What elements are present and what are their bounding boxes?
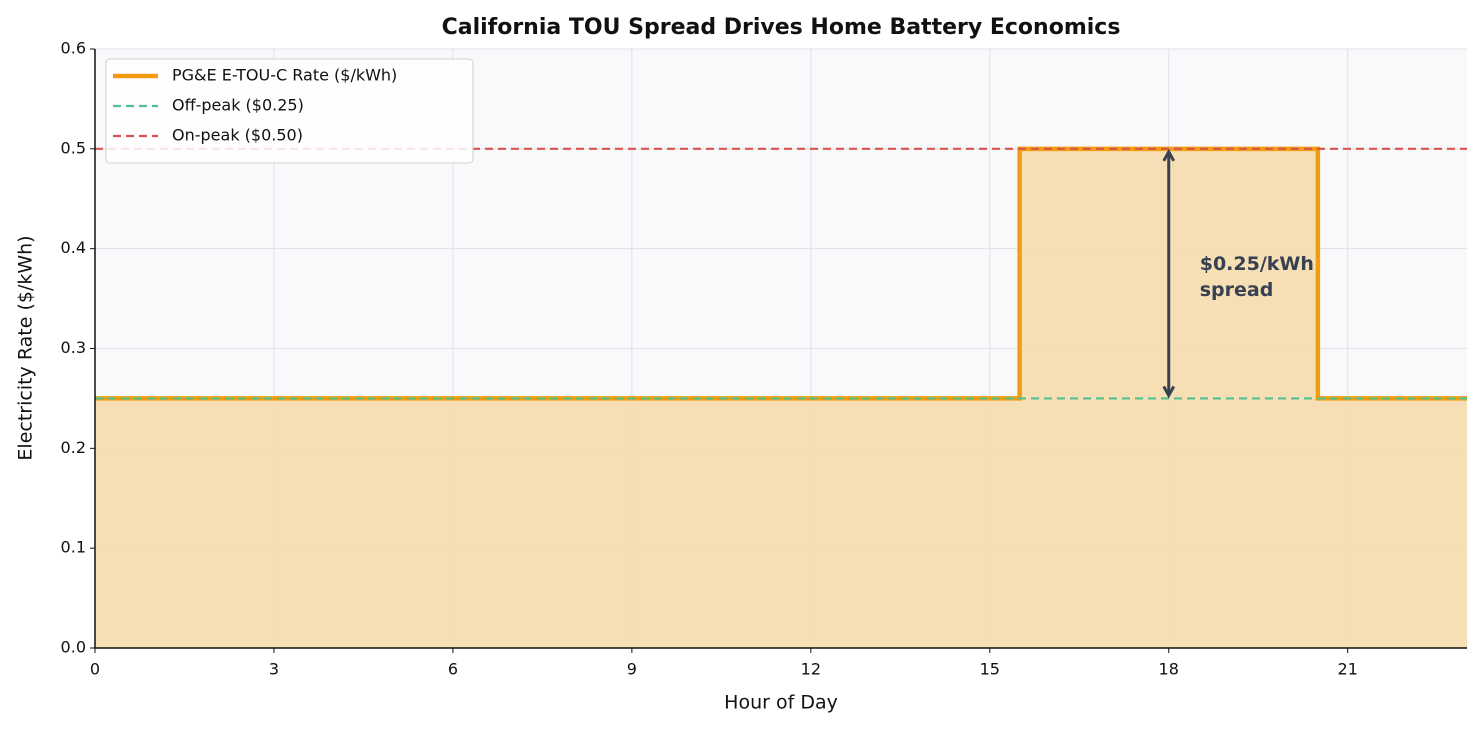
x-tick-label: 3 — [269, 660, 279, 679]
y-tick-label: 0.0 — [61, 638, 86, 657]
x-tick-label: 9 — [627, 660, 637, 679]
legend-label: Off-peak ($0.25) — [172, 96, 304, 115]
arrow-head — [1162, 148, 1176, 162]
y-tick-label: 0.6 — [61, 39, 86, 58]
x-tick-label: 12 — [801, 660, 821, 679]
x-axis-label: Hour of Day — [724, 692, 838, 714]
annotation-text: spread — [1200, 279, 1274, 301]
x-tick-label: 21 — [1338, 660, 1358, 679]
chart-title: California TOU Spread Drives Home Batter… — [442, 15, 1121, 40]
x-tick-label: 6 — [448, 660, 458, 679]
annotation-text: $0.25/kWh — [1200, 253, 1314, 275]
legend-label: PG&E E-TOU-C Rate ($/kWh) — [172, 66, 397, 85]
legend-label: On-peak ($0.50) — [172, 126, 303, 145]
arrow-head — [1162, 385, 1176, 399]
x-tick-label: 18 — [1159, 660, 1179, 679]
legend-box — [105, 58, 474, 164]
y-tick-label: 0.3 — [61, 338, 86, 357]
legend: PG&E E-TOU-C Rate ($/kWh) Off-peak ($0.25… — [105, 58, 474, 164]
x-tick-label: 0 — [90, 660, 100, 679]
y-axis-label: Electricity Rate ($/kWh) — [15, 235, 37, 460]
y-tick-label: 0.1 — [61, 538, 86, 557]
y-tick-label: 0.5 — [61, 138, 86, 157]
y-tick-label: 0.4 — [61, 238, 86, 257]
x-tick-label: 15 — [980, 660, 1000, 679]
y-tick-label: 0.2 — [61, 438, 86, 457]
